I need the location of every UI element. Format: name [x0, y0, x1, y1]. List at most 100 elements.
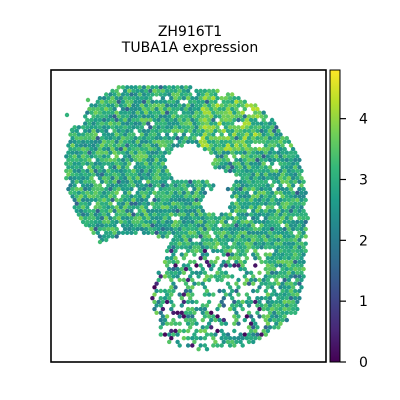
spot	[234, 223, 239, 228]
spot	[284, 179, 289, 184]
spot	[257, 299, 262, 305]
spot	[106, 168, 111, 174]
spot	[267, 252, 273, 257]
spot	[288, 216, 294, 221]
spot	[152, 161, 157, 166]
spot	[251, 332, 256, 337]
spot	[251, 252, 256, 257]
spot	[204, 259, 210, 265]
spot	[213, 128, 218, 134]
spot	[211, 125, 216, 130]
spot	[194, 248, 199, 254]
spot	[70, 157, 75, 163]
spot	[209, 325, 214, 330]
spot	[286, 270, 292, 275]
spot	[87, 121, 92, 126]
spot	[89, 139, 94, 144]
spot	[261, 168, 266, 174]
spot	[246, 201, 252, 206]
spot	[234, 172, 239, 177]
spot	[202, 96, 208, 101]
spot	[221, 274, 226, 279]
spot	[146, 186, 151, 192]
spot	[255, 179, 260, 184]
spot	[150, 99, 155, 105]
spot	[171, 128, 176, 134]
spot	[276, 274, 281, 279]
spot	[257, 190, 262, 195]
spot	[125, 85, 130, 90]
spot	[219, 117, 224, 123]
spot	[154, 114, 159, 119]
spot	[141, 99, 147, 105]
spot	[269, 161, 275, 166]
spot	[234, 303, 239, 308]
spot	[278, 299, 283, 305]
spot	[219, 343, 224, 348]
spot	[257, 168, 262, 174]
spot	[120, 114, 126, 119]
spot	[234, 114, 239, 119]
spot	[265, 314, 271, 319]
spot	[162, 317, 168, 323]
spot	[230, 92, 235, 97]
spot	[80, 146, 86, 152]
spot	[236, 256, 241, 261]
spot	[251, 157, 256, 163]
spot	[240, 110, 245, 115]
spot	[211, 263, 216, 268]
spot	[293, 288, 298, 294]
spot	[280, 186, 285, 192]
spot	[175, 106, 180, 112]
spot	[137, 172, 142, 177]
spot	[158, 194, 163, 199]
spot	[192, 216, 197, 221]
spot	[185, 336, 191, 341]
spot	[248, 183, 254, 188]
spot	[177, 197, 182, 203]
spot	[251, 208, 256, 214]
spot	[278, 139, 283, 144]
spot	[188, 310, 193, 315]
spot	[131, 226, 136, 232]
spot	[278, 314, 283, 319]
spot	[215, 226, 220, 232]
spot	[148, 110, 153, 115]
spot	[129, 150, 134, 155]
spot	[204, 223, 210, 228]
spot	[253, 176, 258, 181]
spot	[303, 197, 308, 203]
spot	[196, 230, 201, 235]
spot	[89, 110, 94, 115]
spot	[244, 226, 250, 232]
spot	[93, 212, 98, 217]
spot	[104, 92, 109, 97]
spot	[125, 201, 130, 206]
spot	[244, 146, 250, 152]
spot	[230, 303, 235, 308]
spot	[137, 143, 142, 148]
spot	[242, 281, 247, 286]
spot	[238, 230, 243, 235]
spot	[122, 161, 128, 166]
spot	[183, 179, 189, 184]
spot	[211, 241, 216, 246]
spot	[108, 201, 113, 206]
spot	[269, 117, 275, 123]
spot	[238, 216, 243, 221]
spot	[110, 219, 115, 225]
spot	[131, 103, 136, 108]
spot	[269, 139, 275, 144]
spot	[242, 143, 247, 148]
spot	[244, 117, 250, 123]
spot	[248, 212, 254, 217]
spot	[284, 266, 289, 272]
spot	[274, 270, 279, 275]
spot	[188, 99, 193, 105]
spot	[202, 146, 208, 152]
spot	[173, 241, 178, 246]
spot	[240, 117, 245, 123]
spot	[253, 321, 258, 326]
spot	[242, 274, 247, 279]
spot	[148, 125, 153, 130]
